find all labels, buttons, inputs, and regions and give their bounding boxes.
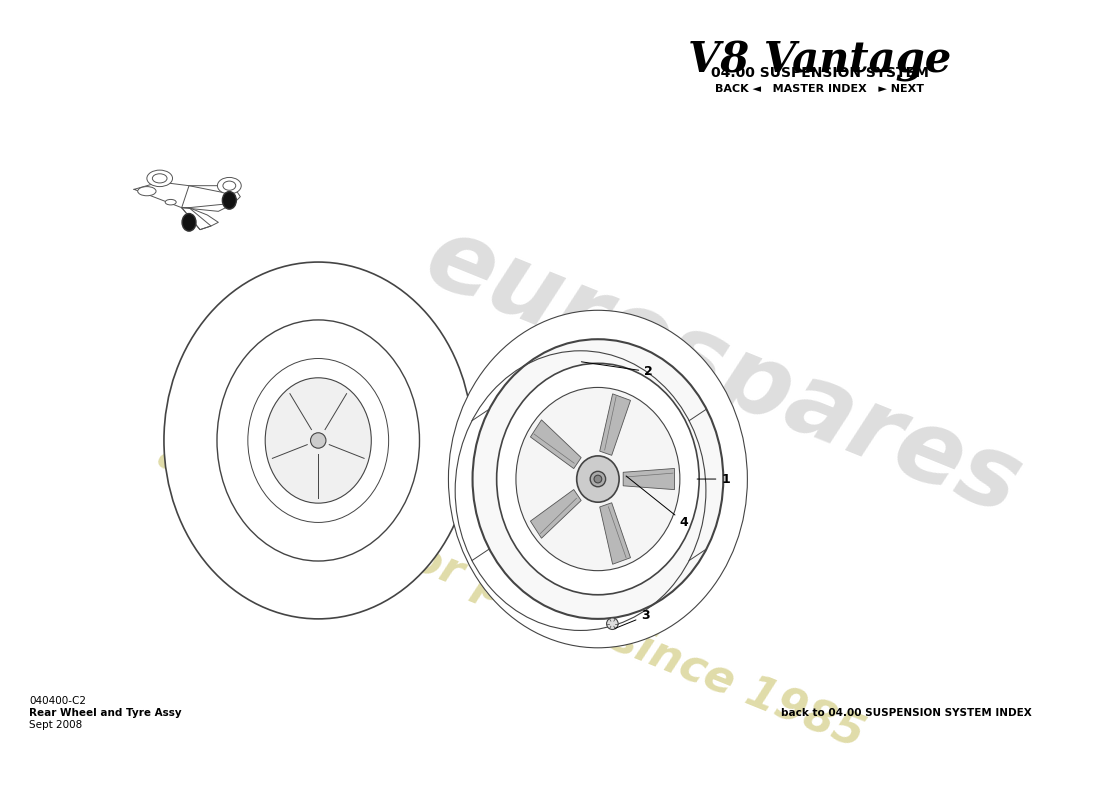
Polygon shape	[624, 469, 674, 490]
Text: 3: 3	[615, 610, 650, 629]
Circle shape	[591, 471, 606, 486]
Text: 04.00 SUSPENSION SYSTEM: 04.00 SUSPENSION SYSTEM	[711, 66, 928, 80]
Polygon shape	[600, 502, 630, 564]
Text: Rear Wheel and Tyre Assy: Rear Wheel and Tyre Assy	[29, 708, 182, 718]
Polygon shape	[182, 208, 218, 230]
Circle shape	[310, 433, 326, 448]
Text: 040400-C2: 040400-C2	[29, 696, 86, 706]
Circle shape	[606, 618, 618, 630]
Ellipse shape	[449, 310, 747, 648]
Ellipse shape	[165, 199, 176, 205]
Polygon shape	[600, 394, 630, 455]
Ellipse shape	[183, 214, 196, 231]
Text: 4: 4	[626, 476, 689, 529]
Text: a passion for parts since 1985: a passion for parts since 1985	[152, 433, 870, 757]
Polygon shape	[530, 420, 581, 469]
Ellipse shape	[138, 186, 156, 196]
Ellipse shape	[576, 456, 619, 502]
Text: 2: 2	[582, 362, 653, 378]
Ellipse shape	[248, 358, 388, 522]
Text: 1: 1	[697, 473, 730, 486]
Ellipse shape	[265, 378, 372, 503]
Ellipse shape	[516, 387, 680, 570]
Ellipse shape	[153, 174, 167, 183]
Text: back to 04.00 SUSPENSION SYSTEM INDEX: back to 04.00 SUSPENSION SYSTEM INDEX	[781, 708, 1032, 718]
Polygon shape	[530, 490, 581, 538]
Ellipse shape	[473, 339, 724, 619]
Circle shape	[594, 475, 602, 483]
Ellipse shape	[223, 181, 235, 190]
Ellipse shape	[164, 262, 473, 619]
Ellipse shape	[147, 170, 173, 186]
Text: V8 Vantage: V8 Vantage	[689, 40, 952, 82]
Ellipse shape	[496, 363, 700, 594]
Polygon shape	[182, 186, 240, 208]
Ellipse shape	[217, 320, 419, 561]
Text: eurospares: eurospares	[411, 210, 1035, 537]
Ellipse shape	[222, 191, 236, 209]
Text: Sept 2008: Sept 2008	[29, 720, 82, 730]
Text: BACK ◄   MASTER INDEX   ► NEXT: BACK ◄ MASTER INDEX ► NEXT	[715, 84, 924, 94]
Ellipse shape	[218, 178, 241, 194]
